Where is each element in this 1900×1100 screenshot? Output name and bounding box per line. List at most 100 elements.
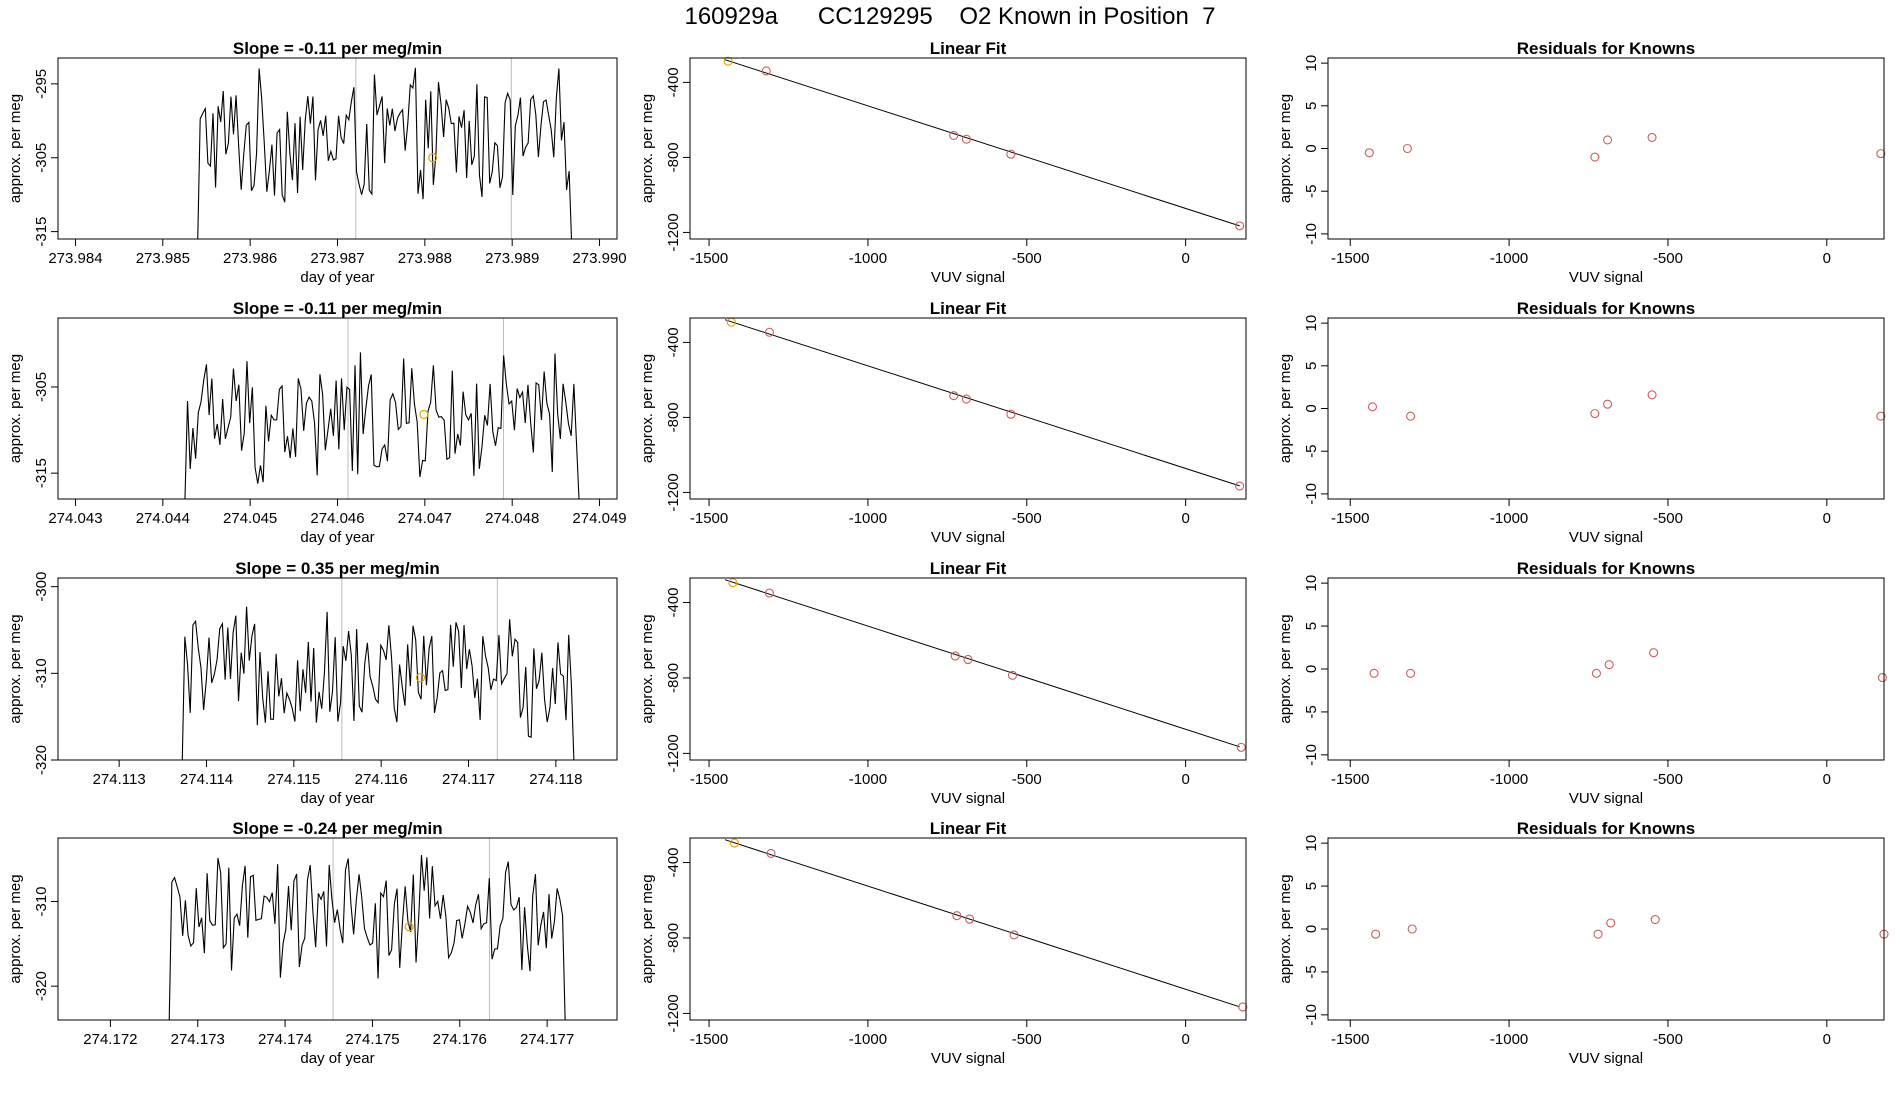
y-axis-label: approx. per meg	[1277, 614, 1294, 723]
panel-title: Linear Fit	[930, 559, 1007, 578]
panel-resid-1: Residuals for Knowns -1500 -1000 -500 0 10 5 0 -…	[1277, 299, 1886, 546]
x-tick-label: 0	[1823, 771, 1831, 788]
y-axis-label: approx. per meg	[7, 614, 24, 723]
data-point	[1877, 673, 1887, 683]
data-point	[1876, 149, 1886, 159]
x-tick-label: 274.049	[572, 510, 626, 527]
y-tick-label: 0	[1303, 404, 1320, 412]
x-tick-label: 274.118	[529, 771, 582, 788]
signal-trace	[197, 67, 573, 239]
fit-line	[724, 579, 1240, 748]
y-axis-label: approx. per meg	[639, 874, 656, 983]
panel-fit-2: Linear Fit -1500 -1000 -500 0 -400 -800 -1200 VU…	[639, 559, 1247, 807]
data-point	[1235, 481, 1245, 491]
x-tick-label: 273.987	[310, 250, 364, 267]
data-point	[1369, 668, 1379, 678]
x-tick-label: 273.990	[572, 250, 626, 267]
data-point	[1604, 660, 1614, 670]
x-tick-label: -1000	[849, 771, 887, 788]
data-point	[961, 394, 971, 404]
panel-title: Residuals for Knowns	[1517, 39, 1696, 58]
known-point	[415, 673, 426, 683]
plot-frame	[57, 577, 618, 761]
plot-frame	[689, 837, 1247, 1021]
y-tick-label: 5	[1303, 102, 1320, 110]
y-tick-label: -400	[665, 588, 682, 618]
x-tick-label: 274.115	[267, 771, 320, 788]
data-point	[949, 391, 959, 401]
x-tick-label: -1500	[1331, 250, 1369, 267]
x-axis-label: VUV signal	[931, 529, 1005, 546]
y-tick-label: 5	[1303, 362, 1320, 370]
x-tick-label: 274.177	[520, 1031, 574, 1048]
data-point	[1235, 221, 1245, 231]
x-tick-label: -1000	[1490, 771, 1528, 788]
y-tick-label: 0	[1303, 925, 1320, 933]
data-point	[1590, 152, 1600, 162]
signal-trace	[181, 606, 575, 760]
y-tick-label: -400	[665, 327, 682, 357]
y-axis-label: approx. per meg	[1277, 874, 1294, 983]
x-tick-label: 0	[1181, 771, 1189, 788]
x-tick-label: 274.173	[171, 1031, 225, 1048]
known-point	[428, 153, 438, 163]
data-point	[761, 66, 771, 76]
x-axis-label: VUV signal	[931, 790, 1005, 807]
y-tick-label: -800	[665, 923, 682, 953]
data-point	[1006, 149, 1016, 159]
panel-resid-3: Residuals for Knowns -1500 -1000 -500 0 10 5 0 -…	[1277, 819, 1889, 1067]
fit-line	[724, 59, 1240, 227]
x-axis-label: VUV signal	[1569, 1050, 1643, 1067]
x-tick-label: -500	[1012, 250, 1042, 267]
plot-frame	[1327, 57, 1885, 240]
plot-frame	[689, 57, 1247, 240]
x-tick-label: -1500	[1331, 771, 1369, 788]
panel-title: Linear Fit	[930, 819, 1007, 838]
y-axis-label: approx. per meg	[639, 614, 656, 723]
x-tick-label: -1500	[690, 250, 728, 267]
data-point	[1364, 148, 1374, 158]
data-point	[1590, 409, 1600, 419]
data-point	[1591, 668, 1602, 678]
y-tick-label: -320	[33, 971, 50, 1001]
y-tick-label: -310	[33, 658, 50, 688]
panel-timeseries-3: Slope = -0.24 per meg/min 274.172 274.173 2…	[7, 819, 618, 1067]
x-tick-label: 274.174	[258, 1031, 312, 1048]
y-tick-label: 5	[1303, 882, 1320, 890]
x-tick-label: 274.046	[310, 510, 364, 527]
y-tick-label: 10	[1303, 835, 1320, 852]
x-tick-label: 274.117	[442, 771, 495, 788]
panel-title: Slope = -0.24 per meg/min	[232, 819, 442, 838]
x-tick-label: 274.116	[355, 771, 408, 788]
x-axis-label: VUV signal	[931, 1050, 1005, 1067]
x-axis-label: VUV signal	[1569, 269, 1643, 286]
x-tick-label: 0	[1823, 1031, 1831, 1048]
x-tick-label: 274.175	[345, 1031, 399, 1048]
y-tick-label: -1200	[665, 473, 682, 511]
x-tick-label: 274.114	[180, 771, 233, 788]
panel-title: Slope = -0.11 per meg/min	[233, 299, 442, 318]
y-tick-label: -400	[665, 67, 682, 97]
y-tick-label: -800	[665, 663, 682, 693]
data-point	[1238, 1002, 1248, 1012]
signal-trace	[184, 352, 580, 499]
data-point	[952, 911, 962, 921]
y-axis-label: approx. per meg	[7, 874, 24, 983]
panel-fit-0: Linear Fit -1500 -1000 -500 0 -400 -800 -1200 VU…	[639, 39, 1247, 286]
x-tick-label: -500	[1012, 1031, 1042, 1048]
figure-title: 160929a CC129295 O2 Known in Position 7	[684, 3, 1216, 30]
x-tick-label: -1500	[690, 1031, 728, 1048]
panel-resid-2: Residuals for Knowns -1500 -1000 -500 0 10 5 0 -…	[1277, 559, 1887, 807]
data-point	[1007, 670, 1018, 680]
x-tick-label: 274.045	[223, 510, 277, 527]
y-tick-label: 10	[1303, 575, 1320, 592]
y-tick-label: -295	[33, 69, 50, 99]
panel-timeseries-1: Slope = -0.11 per meg/min 274.043 274.044 2…	[7, 299, 627, 546]
x-axis-label: VUV signal	[931, 269, 1005, 286]
x-tick-label: 0	[1823, 510, 1831, 527]
x-tick-label: 0	[1181, 510, 1189, 527]
y-tick-label: -10	[1303, 1004, 1320, 1026]
y-tick-label: -800	[665, 142, 682, 172]
x-tick-label: -500	[1012, 510, 1042, 527]
y-tick-label: -800	[665, 402, 682, 432]
